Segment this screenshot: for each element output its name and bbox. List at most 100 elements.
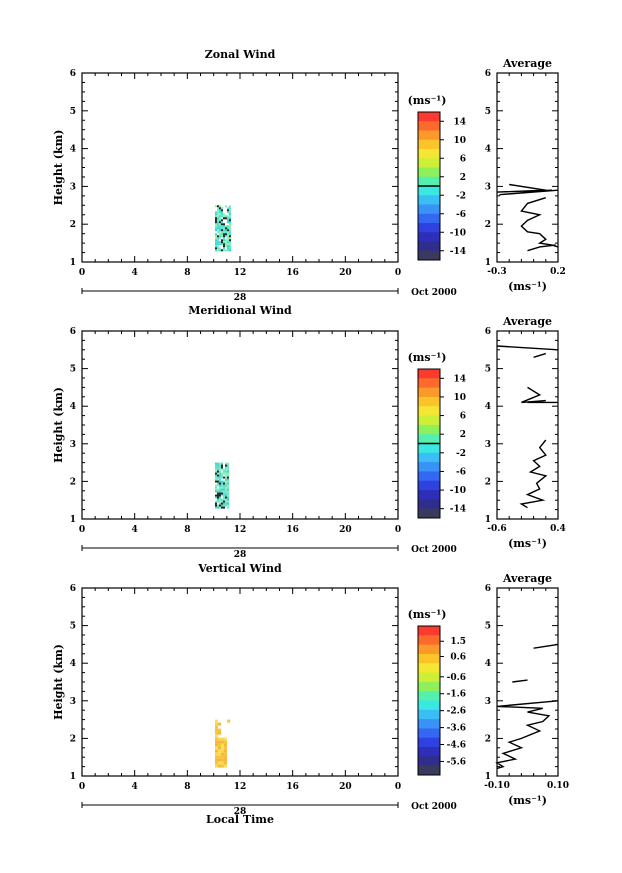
colorbar: (ms⁻¹) 14 10 6 2 -2 -6 -10 -14: [408, 94, 466, 261]
colorbar-tick-label: 2: [460, 430, 466, 440]
colorbar-tick-label: -10: [450, 228, 466, 238]
profile-y-tick-label: 2: [485, 734, 491, 744]
x-tick-label: 0: [395, 268, 401, 278]
colorbar-swatch: [418, 241, 440, 252]
profile-y-tick-label: 4: [485, 145, 491, 155]
y-axis-label: Height (km): [52, 130, 65, 206]
y-tick-label: 4: [70, 659, 76, 669]
profile-x-tick-label: -0.10: [484, 781, 510, 791]
y-axis-label: Height (km): [52, 387, 65, 463]
y-axis-label: Height (km): [52, 644, 65, 720]
colorbar-swatch: [418, 396, 440, 407]
colorbar-swatch: [418, 195, 440, 205]
month-label: Oct 2000: [411, 802, 457, 812]
colorbar-swatch: [418, 452, 440, 463]
x-tick-label: 20: [339, 782, 352, 792]
profile-frame: [496, 587, 559, 777]
profile-y-tick-label: 1: [485, 772, 491, 782]
x-tick-label: 20: [339, 525, 352, 535]
colorbar-swatch: [418, 443, 440, 454]
colorbar-swatch: [418, 158, 440, 168]
x-tick-label: 0: [79, 268, 85, 278]
colorbar-swatch: [418, 700, 440, 711]
colorbar-swatch: [418, 508, 440, 519]
colorbar-swatch: [418, 139, 440, 150]
colorbar-tick-label: -6: [456, 467, 466, 477]
x-tick-label: 4: [132, 268, 138, 278]
colorbar-unit: (ms⁻¹): [408, 94, 447, 107]
x-tick-label: 16: [286, 525, 299, 535]
colorbar-tick-label: -5.6: [447, 757, 466, 767]
colorbar-swatch: [418, 490, 440, 500]
x-tick-label: 12: [234, 525, 247, 535]
x-tick-label: 4: [132, 782, 138, 792]
x-tick-label: 0: [395, 782, 401, 792]
profile-line: [533, 352, 547, 358]
colorbar-swatch: [418, 672, 440, 683]
profile-y-tick-label: 3: [485, 182, 491, 192]
colorbar-tick-label: -14: [450, 505, 466, 515]
x-tick-label: 0: [395, 525, 401, 535]
panel-title: Meridional Wind: [188, 304, 292, 317]
colorbar-swatch: [418, 765, 440, 776]
colorbar-tick-label: -14: [450, 247, 466, 257]
colorbar-swatch: [418, 130, 440, 141]
data-patch: [214, 719, 231, 768]
profile-line: [512, 679, 528, 683]
colorbar-swatch: [418, 112, 440, 122]
profile-x-tick-label: -0.6: [487, 524, 506, 534]
colorbar: (ms⁻¹) 1.5 0.6 -0.6 -1.6 -2.6 -3.6 -4.6 -5.6: [408, 608, 466, 776]
colorbar-swatch: [418, 434, 440, 444]
x-tick-label: 0: [79, 782, 85, 792]
x-tick-label: 8: [184, 525, 190, 535]
colorbar-unit: (ms⁻¹): [408, 608, 447, 621]
profile-line: [495, 700, 559, 770]
profile-y-tick-label: 2: [485, 220, 491, 230]
colorbar-swatch: [418, 471, 440, 482]
profile-y-tick-label: 6: [485, 584, 491, 594]
profile-x-label: (ms⁻¹): [508, 794, 547, 807]
average-profile: Average 1 2 3 4 5 6 -0.6 0.4(ms⁻¹): [485, 315, 566, 550]
colorbar-tick-label: 2: [460, 173, 466, 183]
profile-y-tick-label: 5: [485, 365, 491, 375]
profile-x-tick-label: 0.10: [547, 781, 569, 791]
x-tick-label: 16: [286, 268, 299, 278]
colorbar-swatch: [418, 663, 440, 674]
month-label: Oct 2000: [411, 545, 457, 555]
y-tick-label: 1: [70, 772, 76, 782]
colorbar-swatch: [418, 462, 440, 472]
profile-y-tick-label: 4: [485, 659, 491, 669]
plot-frame: [81, 72, 399, 263]
colorbar-tick-label: 14: [453, 374, 466, 384]
plot-frame: [81, 330, 399, 520]
average-profile: Average 1 2 3 4 5 6 -0.10 0.10(ms⁻¹): [484, 572, 569, 807]
colorbar-tick-label: -2: [456, 191, 466, 201]
profile-y-tick-label: 5: [485, 622, 491, 632]
y-tick-label: 5: [70, 365, 76, 375]
profile-frame: [496, 72, 559, 263]
colorbar-tick-label: -2.6: [447, 707, 466, 717]
y-tick-label: 1: [70, 258, 76, 268]
y-tick-label: 4: [70, 402, 76, 412]
colorbar-tick-label: -1.6: [447, 690, 466, 700]
colorbar-swatch: [418, 424, 440, 435]
colorbar-swatch: [418, 728, 440, 739]
y-tick-label: 4: [70, 145, 76, 155]
x-axis-label: Local Time: [206, 813, 274, 826]
colorbar-tick-label: 0.6: [450, 652, 466, 662]
colorbar-tick-label: -4.6: [447, 741, 466, 751]
profile-line: [496, 183, 559, 196]
y-tick-label: 2: [70, 734, 76, 744]
colorbar-swatch: [418, 626, 440, 636]
colorbar-swatch: [418, 681, 440, 692]
x-tick-label: 12: [234, 782, 247, 792]
colorbar-swatch: [418, 415, 440, 426]
x-tick-label: 20: [339, 268, 352, 278]
y-tick-label: 6: [70, 327, 76, 337]
profile-x-label: (ms⁻¹): [508, 537, 547, 550]
profile-frame: [496, 330, 559, 520]
colorbar-swatch: [418, 250, 440, 261]
y-tick-label: 2: [70, 477, 76, 487]
profile-title: Average: [502, 572, 552, 585]
